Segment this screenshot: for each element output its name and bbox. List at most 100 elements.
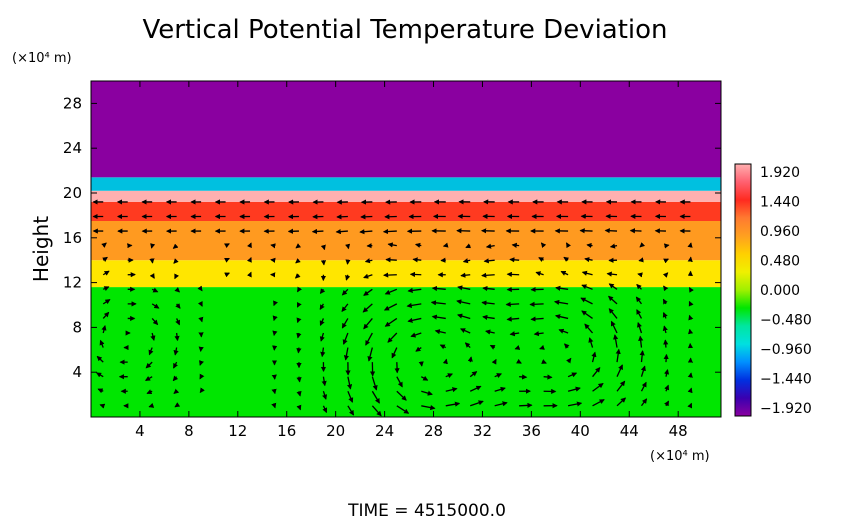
vector-arrow-37 bbox=[151, 303, 160, 309]
vector-arrow-328 bbox=[662, 311, 668, 319]
heatmap-band-2 bbox=[91, 221, 721, 261]
vector-arrow-273 bbox=[565, 242, 571, 249]
vector-arrow-270 bbox=[555, 285, 569, 291]
vector-arrow-99 bbox=[296, 376, 302, 383]
wind-vectors bbox=[92, 199, 694, 417]
colorbar-label-7: −1.440 bbox=[760, 372, 812, 388]
vector-arrow-284 bbox=[580, 297, 593, 305]
vector-arrow-173 bbox=[421, 390, 433, 396]
vector-arrow-297 bbox=[610, 320, 618, 334]
colorbar-labels: 1.920 1.440 0.960 0.480 0.000 −0.480 −0.960 −1.… bbox=[760, 165, 812, 417]
plot-frame bbox=[90, 80, 722, 418]
vector-arrow-67 bbox=[197, 285, 203, 292]
vector-arrow-208 bbox=[457, 313, 471, 320]
vector-arrow-79 bbox=[247, 242, 252, 249]
vector-arrow-198 bbox=[442, 242, 449, 248]
x-tick-label-3: 16 bbox=[277, 422, 296, 440]
vector-arrow-146 bbox=[367, 347, 373, 362]
vector-arrow-53 bbox=[174, 287, 181, 293]
vector-arrow-288 bbox=[586, 242, 593, 249]
vector-arrow-123 bbox=[320, 244, 326, 251]
y-tick-label-5: 24 bbox=[63, 139, 82, 157]
vector-arrow-309 bbox=[640, 365, 646, 377]
vector-arrow-228 bbox=[485, 243, 495, 249]
vector-arrow-327 bbox=[662, 325, 668, 334]
vector-arrow-232 bbox=[519, 402, 533, 409]
vector-arrow-120 bbox=[319, 288, 326, 294]
vector-arrow-277 bbox=[592, 399, 605, 407]
vector-arrow-304 bbox=[604, 228, 618, 234]
vector-arrow-103 bbox=[296, 317, 302, 324]
vector-arrow-235 bbox=[516, 358, 522, 364]
vector-arrow-8 bbox=[102, 286, 110, 292]
vector-arrow-308 bbox=[640, 381, 647, 392]
vector-arrow-267 bbox=[558, 328, 569, 334]
vector-arrow-159 bbox=[396, 376, 403, 388]
vector-arrow-164 bbox=[383, 303, 398, 311]
time-label: TIME = 4515000.0 bbox=[347, 501, 506, 519]
vector-arrow-331 bbox=[662, 272, 669, 278]
vector-arrow-41 bbox=[150, 243, 156, 249]
vector-arrow-326 bbox=[663, 339, 669, 348]
vector-arrow-31 bbox=[146, 389, 153, 395]
vector-arrow-176 bbox=[415, 346, 422, 352]
vector-arrow-312 bbox=[637, 321, 643, 334]
vector-arrow-83 bbox=[271, 402, 277, 409]
vector-arrow-114 bbox=[321, 376, 327, 387]
x-tick-label-1: 8 bbox=[184, 422, 194, 440]
vector-arrow-300 bbox=[608, 283, 618, 290]
vector-arrow-129 bbox=[347, 376, 353, 390]
vector-arrow-50 bbox=[174, 332, 180, 342]
vector-arrow-225 bbox=[482, 285, 495, 292]
vector-arrow-98 bbox=[296, 390, 302, 397]
vector-arrow-348 bbox=[687, 242, 693, 248]
vector-arrow-60 bbox=[199, 387, 205, 394]
vector-arrow-211 bbox=[460, 272, 471, 278]
vector-arrow-131 bbox=[343, 347, 349, 361]
vector-arrow-310 bbox=[639, 350, 645, 363]
vector-arrow-11 bbox=[101, 242, 107, 248]
vector-arrow-97 bbox=[296, 404, 302, 411]
vector-arrow-295 bbox=[615, 348, 621, 363]
vector-arrow-148 bbox=[363, 318, 373, 330]
colorbar-label-4: 0.000 bbox=[760, 283, 800, 299]
vector-arrow-135 bbox=[341, 288, 349, 296]
colorbar-label-6: −0.960 bbox=[760, 342, 812, 358]
colorbar-label-3: 0.480 bbox=[760, 254, 800, 270]
vector-arrow-236 bbox=[514, 345, 521, 350]
vector-arrow-272 bbox=[563, 256, 570, 262]
x-tick-label-9: 40 bbox=[571, 422, 590, 440]
vector-arrow-150 bbox=[363, 288, 373, 296]
vector-arrow-252 bbox=[533, 331, 544, 337]
vector-arrow-205 bbox=[467, 356, 473, 363]
vector-arrow-149 bbox=[362, 303, 373, 313]
x-tick-label-8: 36 bbox=[522, 422, 541, 440]
vector-arrow-226 bbox=[481, 272, 495, 278]
vector-arrow-217 bbox=[494, 401, 508, 407]
vector-arrow-323 bbox=[664, 384, 670, 392]
vector-arrow-278 bbox=[592, 383, 604, 392]
vector-arrow-0 bbox=[99, 403, 106, 409]
vector-arrow-343 bbox=[688, 314, 694, 321]
vector-arrow-301 bbox=[606, 271, 618, 277]
vector-arrow-9 bbox=[102, 270, 110, 276]
y-tick-label-1: 8 bbox=[72, 318, 82, 336]
vector-arrow-178 bbox=[407, 317, 422, 323]
vector-arrow-292 bbox=[616, 397, 627, 407]
heatmap-band-4 bbox=[91, 190, 721, 202]
vector-arrow-316 bbox=[637, 272, 643, 278]
colorbar-label-0: 1.920 bbox=[760, 165, 800, 181]
y-tick-label-2: 12 bbox=[63, 274, 82, 292]
vector-arrow-158 bbox=[396, 390, 407, 401]
vector-arrow-55 bbox=[173, 258, 179, 264]
vector-arrow-128 bbox=[347, 390, 354, 403]
vector-arrow-254 bbox=[529, 301, 544, 307]
vector-arrow-342 bbox=[688, 328, 694, 335]
heatmap-band-1 bbox=[91, 260, 721, 288]
vector-arrow-329 bbox=[662, 298, 668, 305]
vector-arrow-35 bbox=[150, 332, 156, 341]
vector-arrow-209 bbox=[456, 299, 471, 305]
vector-arrow-180 bbox=[407, 287, 422, 293]
vector-arrow-183 bbox=[414, 242, 422, 248]
